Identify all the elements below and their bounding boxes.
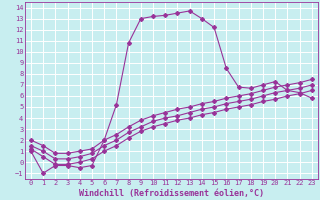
X-axis label: Windchill (Refroidissement éolien,°C): Windchill (Refroidissement éolien,°C) — [79, 189, 264, 198]
